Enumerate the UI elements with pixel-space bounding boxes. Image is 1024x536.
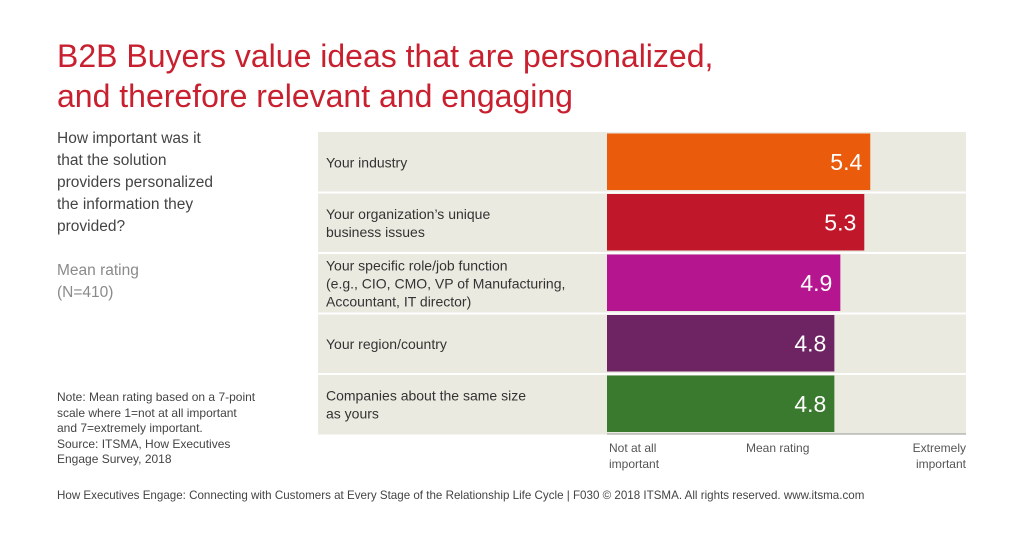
question-line: provided? bbox=[57, 218, 126, 235]
category-label: Your organization’s unique bbox=[326, 206, 490, 222]
question-line: providers personalized bbox=[57, 174, 213, 191]
sample-size: (N=410) bbox=[57, 284, 114, 301]
bar-value-label: 5.3 bbox=[824, 209, 856, 235]
axis-label-min-line: Not at all bbox=[609, 441, 657, 455]
category-label: (e.g., CIO, CMO, VP of Manufacturing, bbox=[326, 275, 565, 291]
category-label: Your industry bbox=[326, 154, 407, 170]
title-line-2: and therefore relevant and engaging bbox=[57, 78, 573, 114]
survey-question: How important was it that the solution p… bbox=[57, 128, 277, 238]
question-line: the information they bbox=[57, 196, 194, 213]
note-line: Note: Mean rating based on a 7-point bbox=[57, 390, 256, 404]
row-separator bbox=[318, 373, 966, 375]
bar bbox=[607, 315, 835, 372]
bar bbox=[607, 194, 865, 251]
axis-label-max-line: Extremely bbox=[912, 441, 966, 455]
bar bbox=[607, 375, 835, 432]
note-line: and 7=extremely important. bbox=[57, 421, 203, 435]
row-separator bbox=[318, 252, 966, 254]
question-line: How important was it bbox=[57, 130, 201, 147]
metric-label: Mean rating (N=410) bbox=[57, 260, 139, 304]
category-label: as yours bbox=[326, 405, 379, 421]
category-label: Your specific role/job function bbox=[326, 257, 508, 273]
title-line-1: B2B Buyers value ideas that are personal… bbox=[57, 38, 714, 74]
bar-value-label: 4.9 bbox=[800, 270, 832, 296]
axis-label-center: Mean rating bbox=[746, 440, 809, 456]
note-line: scale where 1=not at all important bbox=[57, 405, 237, 420]
axis-label-min-line: important bbox=[609, 457, 660, 471]
bar-value-label: 4.8 bbox=[794, 330, 826, 356]
row-separator bbox=[318, 312, 966, 315]
axis-label-min: Not at all important bbox=[609, 440, 659, 472]
category-label: Companies about the same size bbox=[326, 387, 526, 403]
chart-title: B2B Buyers value ideas that are personal… bbox=[57, 36, 713, 116]
category-label: business issues bbox=[326, 224, 425, 240]
bar bbox=[607, 133, 871, 190]
category-label: Your region/country bbox=[326, 336, 447, 352]
axis-label-max-line: important bbox=[915, 457, 966, 471]
bar-value-label: 4.8 bbox=[794, 391, 826, 417]
metric-name: Mean rating bbox=[57, 262, 139, 279]
axis-label-center-line: Mean rating bbox=[746, 441, 810, 455]
chart-note: Note: Mean rating based on a 7-point sca… bbox=[57, 390, 297, 468]
row-separator bbox=[318, 191, 966, 194]
question-line: that the solution bbox=[57, 152, 167, 169]
note-line: Engage Survey, 2018 bbox=[57, 452, 172, 466]
category-label: Accountant, IT director) bbox=[326, 293, 471, 309]
bar-value-label: 5.4 bbox=[830, 149, 862, 175]
note-line: Source: ITSMA, How Executives bbox=[57, 436, 231, 451]
footer-credit: How Executives Engage: Connecting with C… bbox=[57, 489, 865, 502]
bar bbox=[607, 254, 841, 311]
axis-label-max: Extremely important bbox=[902, 440, 966, 472]
